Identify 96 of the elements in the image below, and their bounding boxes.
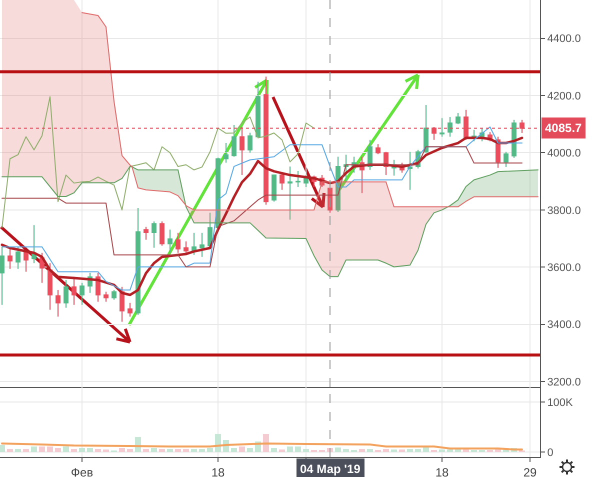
candlestick [344,154,348,182]
bar [183,449,189,452]
candlestick [232,124,236,158]
bar [287,446,293,452]
x-tick-label: 29 [523,465,537,477]
bar [7,449,13,452]
bar [15,449,21,452]
bar [55,448,61,452]
bar [415,449,421,452]
ref-line-label: 4085.7 [545,121,582,135]
bar [367,449,373,452]
bar [423,448,429,452]
bar [247,448,253,452]
candlestick [224,142,228,164]
candlestick [192,232,196,256]
line-series [82,12,538,210]
candlestick [176,232,180,254]
line-series [2,166,538,278]
y-tick-label: 100K [547,396,574,409]
x-tick-label: Фев [70,465,94,477]
bar [23,449,29,452]
y-tick-label: 4400.0 [547,33,581,46]
candlestick [160,220,164,246]
bar [271,448,277,452]
candlestick [48,262,52,310]
candlestick [0,246,4,306]
line-series [2,146,522,268]
bar [39,446,45,452]
bar [119,448,125,452]
bar [47,446,53,452]
bar [151,448,157,452]
candlestick [296,170,300,188]
candlestick [32,224,36,264]
bar [343,449,349,452]
candlestick [288,166,292,220]
bar [359,449,365,452]
candlestick [40,252,44,284]
y-tick-label: 4200.0 [547,90,581,102]
candlestick [112,290,116,300]
candlestick [456,112,460,125]
candlestick [208,212,212,246]
candlestick [424,104,428,154]
line-series [2,96,314,228]
ref-line-label: 04 Мар '19 [300,462,361,476]
y-tick-label: 4000.0 [547,148,581,160]
candlestick [408,151,412,190]
bar [383,449,389,452]
candlestick [128,302,132,318]
y-tick-label: 3200.0 [547,376,581,388]
candlestick [80,282,84,306]
candlestick [120,286,124,322]
bar [175,449,181,452]
y-tick-label: 0 [547,446,554,459]
y-tick-label: 3800.0 [547,204,581,217]
bar [95,449,101,452]
candlestick [56,290,60,318]
candlestick [64,280,68,308]
bar [63,446,69,452]
y-tick-label: 3400.0 [547,319,581,332]
candlestick [280,172,284,190]
candlestick [8,246,12,270]
bar [231,448,237,452]
candlestick [440,118,444,138]
candlestick [256,81,260,138]
candlestick [448,116,452,138]
bar [295,446,301,452]
bar [239,446,245,452]
bar [159,449,165,452]
bar [303,449,309,452]
bar [79,448,85,452]
bar [31,446,37,452]
candlestick [104,291,108,302]
bar [191,449,197,452]
bar [143,449,149,452]
candlestick [168,229,172,254]
candlestick [144,226,148,240]
candlestick [272,174,276,202]
bar [127,449,133,452]
bar [87,448,93,452]
x-tick-label: 18 [211,465,225,477]
bar [0,445,5,452]
bar [167,449,173,452]
candlestick [16,246,20,270]
bar [335,448,341,452]
candlestick [248,132,252,154]
candlestick [504,151,508,168]
candlestick [184,240,188,256]
bar [71,449,77,452]
y-tick-label: 3600.0 [547,262,581,274]
bar [407,449,413,452]
x-tick-label: 18 [435,465,449,477]
candlestick [152,220,156,248]
candlestick [200,232,204,258]
candlestick [376,144,380,155]
bar [207,448,213,452]
bar [199,449,205,452]
